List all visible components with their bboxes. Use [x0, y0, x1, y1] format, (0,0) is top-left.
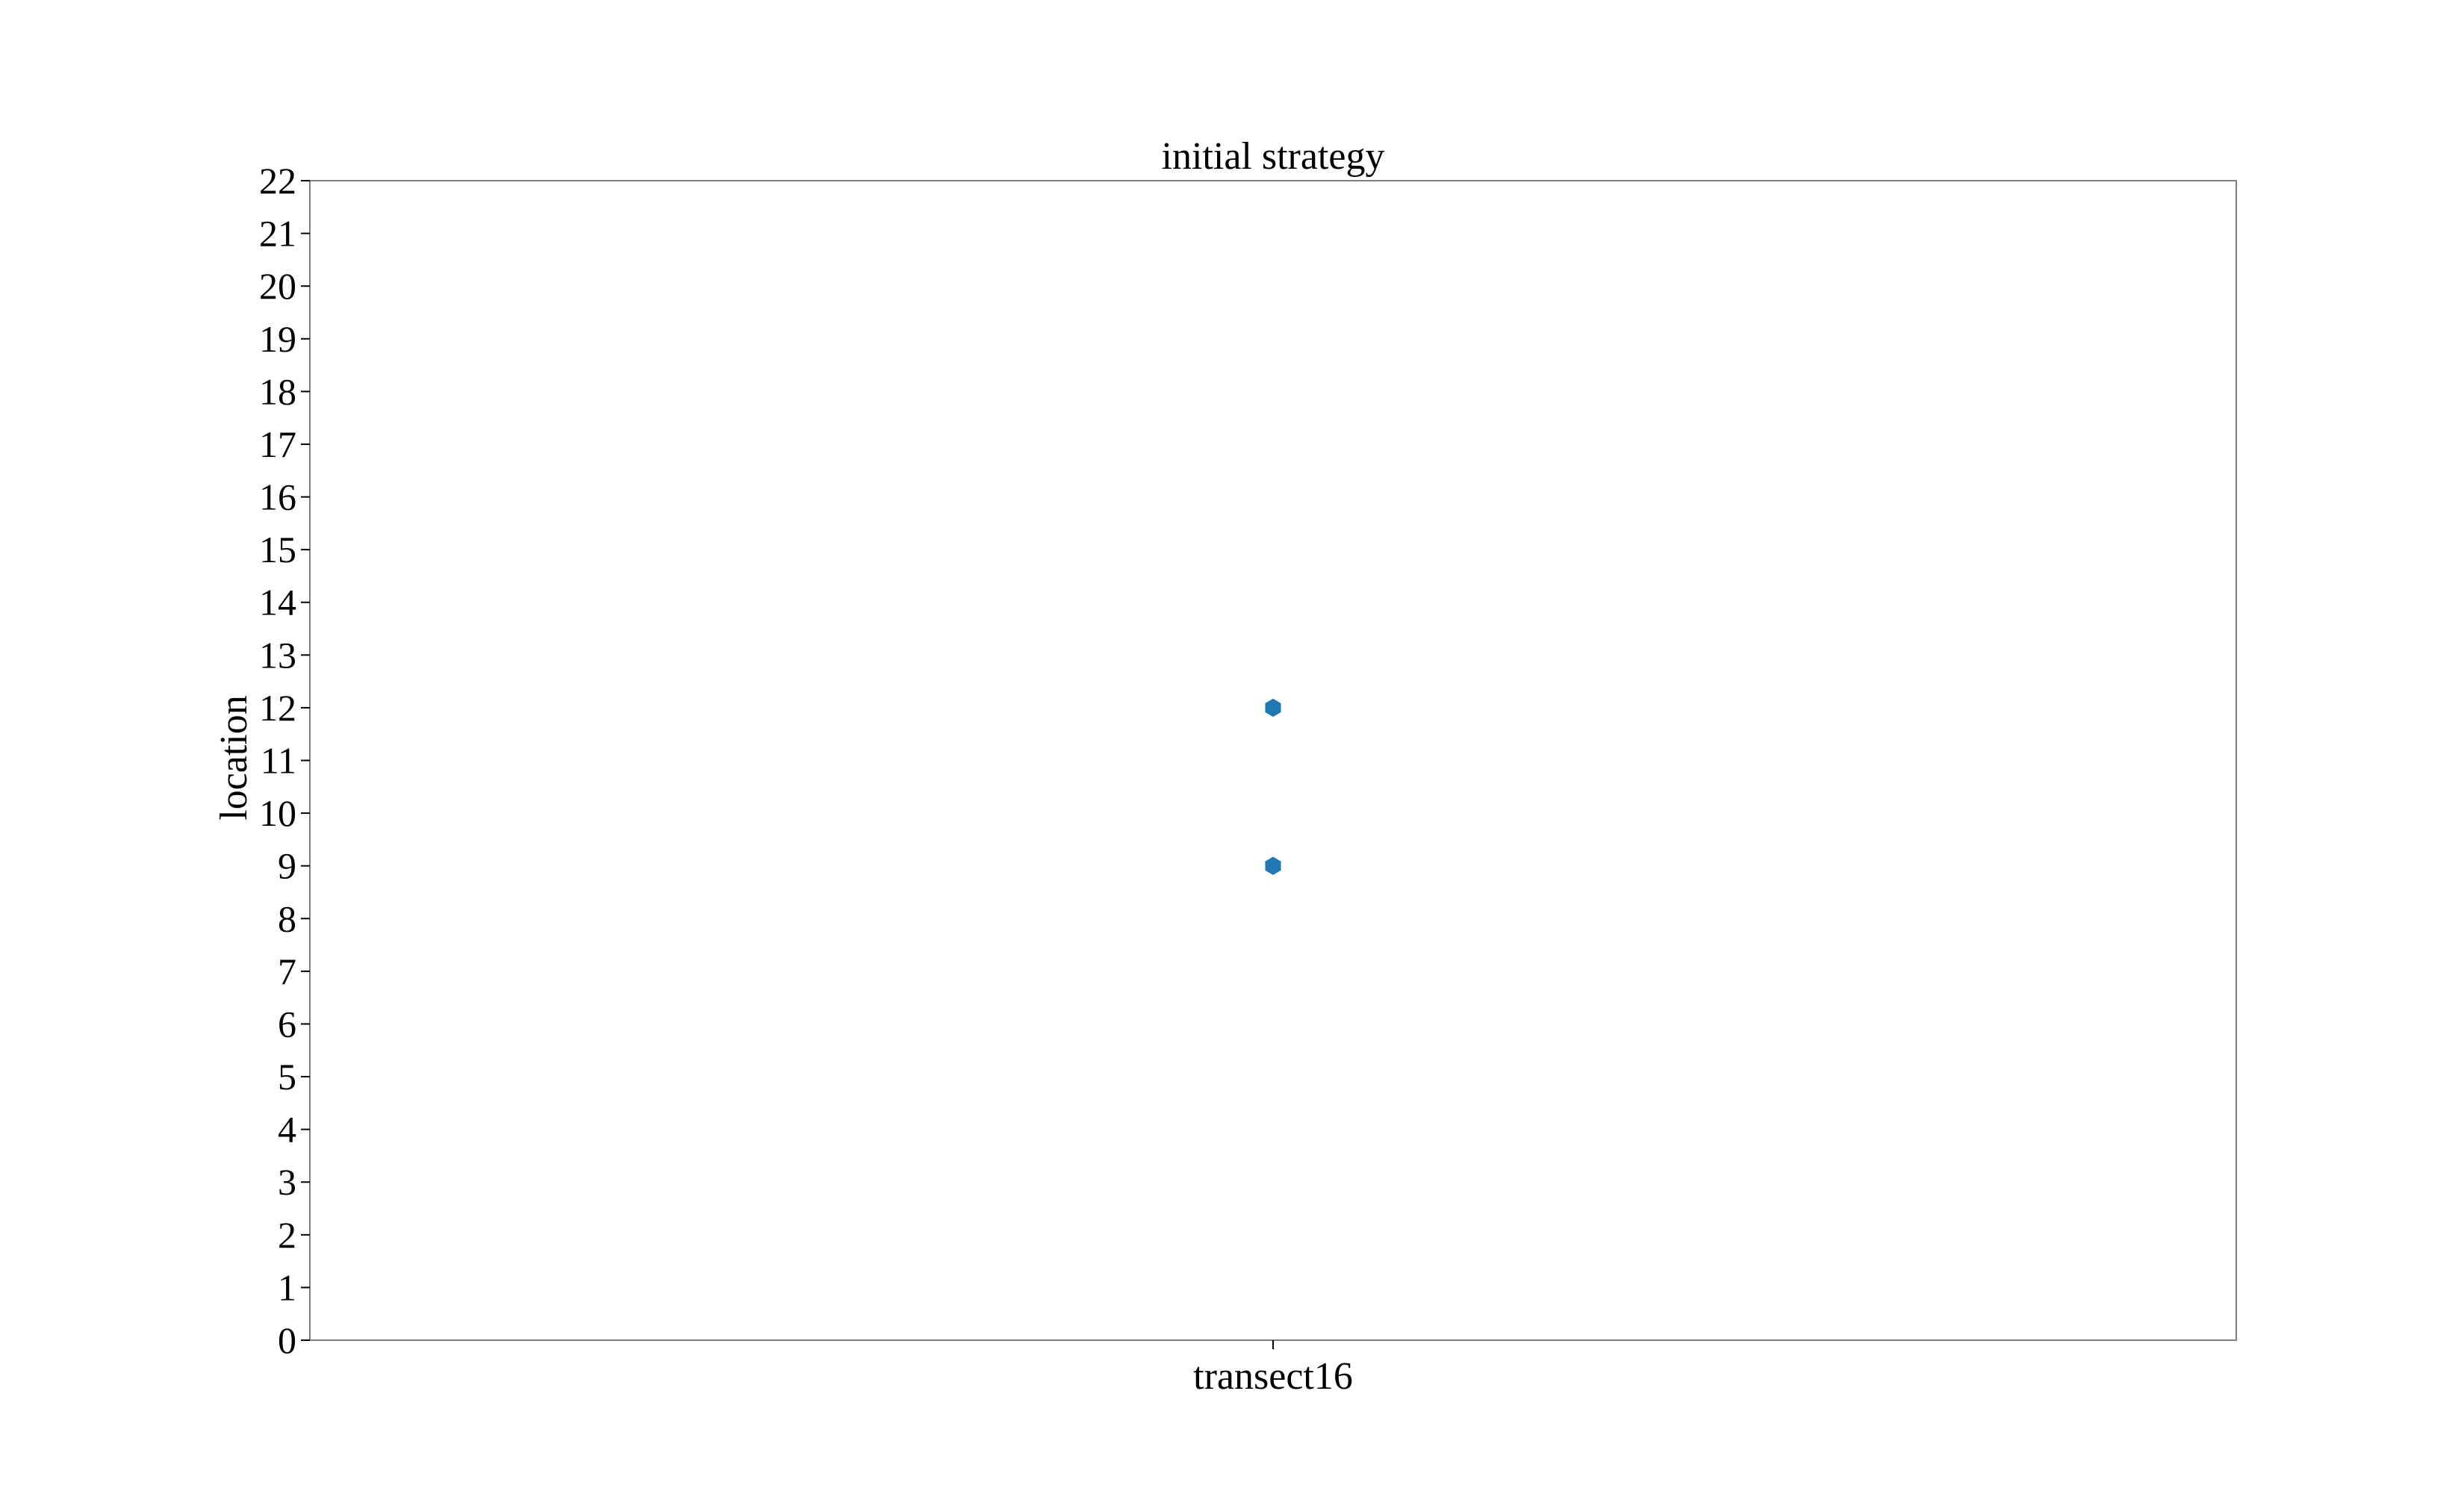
- y-tick-label: 22: [259, 160, 296, 202]
- x-axis: transect16: [1193, 1340, 1353, 1398]
- chart-title: initial strategy: [1162, 135, 1385, 178]
- y-tick-label: 21: [259, 213, 296, 255]
- x-tick-label: transect16: [1193, 1355, 1353, 1398]
- y-tick-label: 6: [278, 1003, 296, 1045]
- y-tick-label: 19: [259, 318, 296, 360]
- y-tick-label: 13: [259, 634, 296, 676]
- y-tick-label: 2: [278, 1214, 296, 1256]
- y-tick-label: 5: [278, 1056, 296, 1098]
- y-tick-label: 1: [278, 1266, 296, 1308]
- y-tick-label: 17: [259, 423, 296, 465]
- y-axis-label: location: [213, 695, 255, 821]
- y-tick-label: 11: [261, 740, 296, 782]
- y-tick-label: 3: [278, 1161, 296, 1203]
- y-tick-label: 16: [259, 476, 296, 518]
- data-point: [1265, 698, 1281, 718]
- y-tick-label: 15: [259, 529, 296, 570]
- y-tick-label: 14: [259, 582, 296, 623]
- y-tick-label: 0: [278, 1319, 296, 1361]
- y-tick-label: 9: [278, 845, 296, 887]
- data-point: [1265, 856, 1281, 875]
- y-tick-label: 7: [278, 950, 296, 992]
- y-tick-label: 12: [259, 687, 296, 729]
- y-tick-label: 4: [278, 1109, 296, 1151]
- y-tick-label: 18: [259, 370, 296, 412]
- y-tick-label: 10: [259, 792, 296, 834]
- y-tick-label: 8: [278, 897, 296, 939]
- data-points: [1265, 698, 1281, 875]
- y-tick-label: 20: [259, 265, 296, 307]
